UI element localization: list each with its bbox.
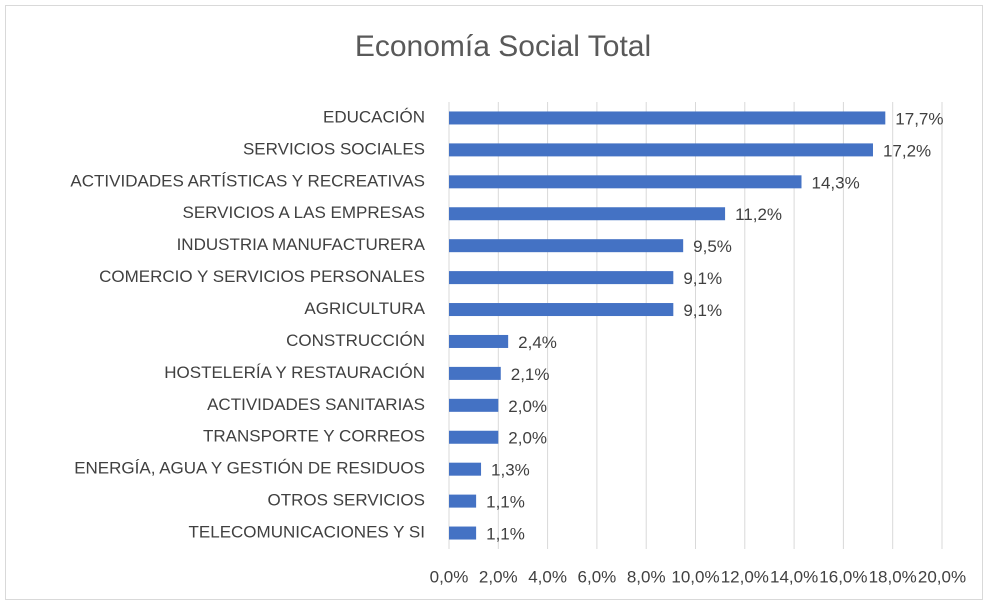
- y-tick-label: SERVICIOS SOCIALES: [243, 139, 425, 158]
- bar: [449, 207, 726, 221]
- x-tick-label: 6,0%: [578, 567, 617, 586]
- bar: [449, 366, 501, 380]
- data-label: 2,0%: [508, 397, 547, 416]
- bar: [449, 462, 482, 476]
- y-tick-label: SERVICIOS A LAS EMPRESAS: [182, 203, 425, 222]
- y-tick-label: TELECOMUNICACIONES Y SI: [189, 523, 425, 542]
- x-tick-label: 16,0%: [819, 567, 867, 586]
- y-tick-label: AGRICULTURA: [304, 299, 425, 318]
- y-tick-label: OTROS SERVICIOS: [268, 491, 425, 510]
- y-tick-label: COMERCIO Y SERVICIOS PERSONALES: [99, 267, 425, 286]
- data-label: 2,1%: [511, 365, 550, 384]
- data-label: 14,3%: [811, 173, 859, 192]
- x-tick-label: 2,0%: [479, 567, 518, 586]
- data-label: 2,4%: [518, 333, 557, 352]
- y-tick-label: HOSTELERÍA Y RESTAURACIÓN: [164, 363, 425, 382]
- bar: [449, 143, 873, 157]
- bar: [449, 111, 886, 125]
- y-tick-label: CONSTRUCCIÓN: [286, 331, 425, 350]
- data-label: 9,5%: [693, 237, 732, 256]
- y-tick-label: ACTIVIDADES SANITARIAS: [207, 395, 425, 414]
- x-tick-label: 10,0%: [671, 567, 719, 586]
- x-tick-label: 4,0%: [528, 567, 567, 586]
- x-tick-label: 12,0%: [721, 567, 769, 586]
- x-tick-label: 18,0%: [869, 567, 917, 586]
- bar: [449, 334, 509, 348]
- x-tick-label: 0,0%: [430, 567, 469, 586]
- y-tick-label: EDUCACIÓN: [323, 107, 425, 126]
- data-label: 1,3%: [491, 461, 530, 480]
- data-label: 17,2%: [883, 141, 931, 160]
- bar: [449, 526, 477, 540]
- chart-title: Economía Social Total: [355, 30, 651, 63]
- chart-border: [5, 5, 983, 600]
- y-tick-label: TRANSPORTE Y CORREOS: [203, 427, 425, 446]
- data-label: 17,7%: [895, 109, 943, 128]
- y-tick-label: ENERGÍA, AGUA Y GESTIÓN DE RESIDUOS: [74, 459, 425, 478]
- bar: [449, 303, 674, 317]
- bar: [449, 398, 499, 412]
- x-tick-label: 8,0%: [627, 567, 666, 586]
- bar: [449, 271, 674, 285]
- y-tick-label: ACTIVIDADES ARTÍSTICAS Y RECREATIVAS: [70, 171, 425, 190]
- bar: [449, 175, 802, 189]
- data-label: 9,1%: [683, 269, 722, 288]
- data-label: 1,1%: [486, 493, 525, 512]
- y-tick-label: INDUSTRIA MANUFACTURERA: [177, 235, 426, 254]
- x-tick-label: 20,0%: [918, 567, 966, 586]
- bar: [449, 239, 684, 253]
- data-label: 1,1%: [486, 525, 525, 544]
- data-label: 2,0%: [508, 429, 547, 448]
- bar: [449, 494, 477, 508]
- bar: [449, 430, 499, 444]
- data-label: 9,1%: [683, 301, 722, 320]
- data-label: 11,2%: [735, 205, 782, 224]
- x-tick-label: 14,0%: [770, 567, 818, 586]
